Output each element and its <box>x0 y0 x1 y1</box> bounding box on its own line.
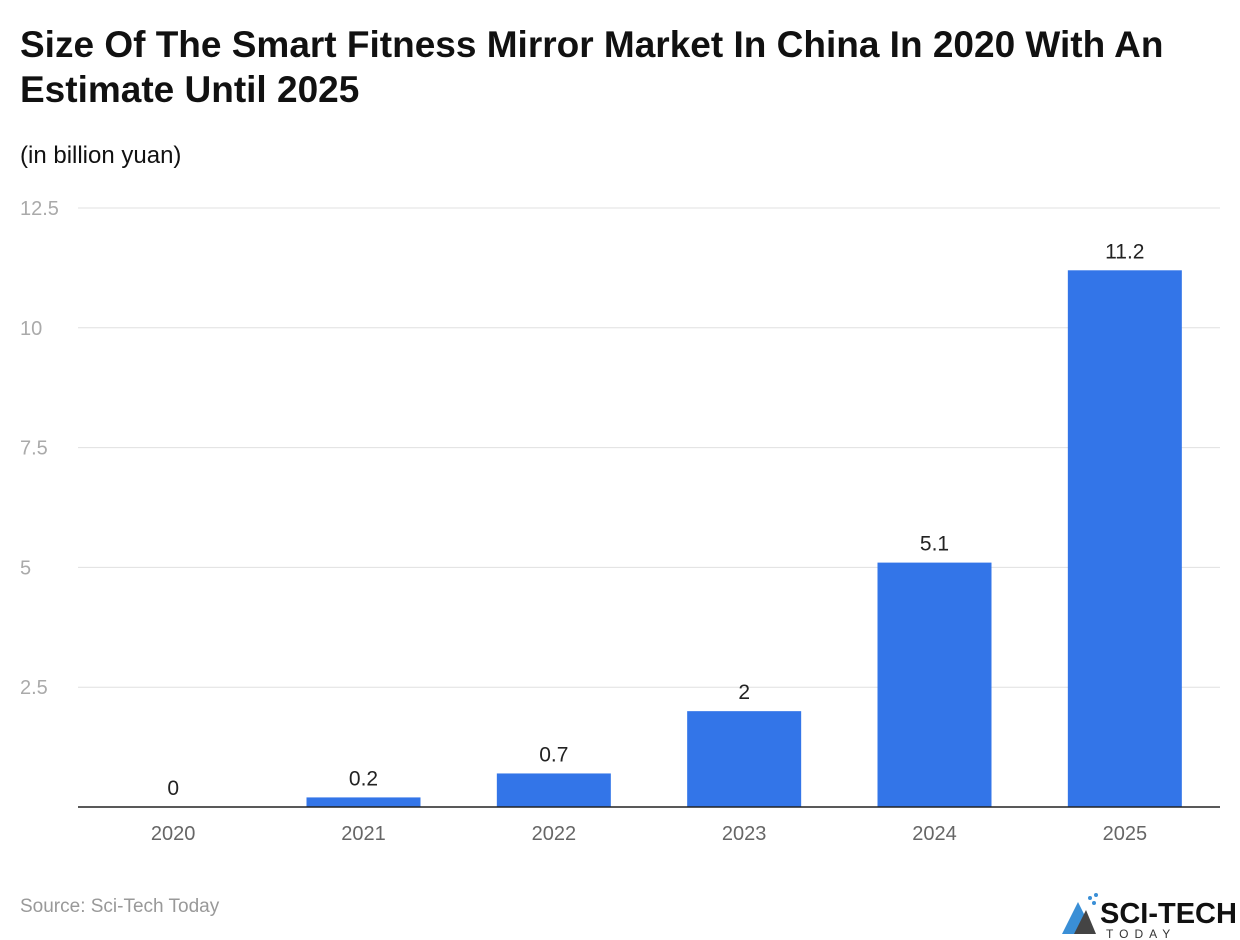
x-tick-label: 2021 <box>341 823 386 845</box>
data-label: 11.2 <box>1105 240 1144 263</box>
source-note: Source: Sci-Tech Today <box>20 896 220 917</box>
x-tick-label: 2023 <box>722 823 767 845</box>
y-tick-label: 5 <box>20 557 31 579</box>
y-tick-label: 7.5 <box>20 438 48 460</box>
bar <box>877 562 992 807</box>
data-label: 5.1 <box>920 533 949 556</box>
data-label: 0.2 <box>349 767 378 790</box>
x-tick-label: 2024 <box>912 823 957 845</box>
bar <box>496 773 611 807</box>
bar-chart: 2.5 5 7.5 10 12.5 0 2020 0.2 2021 0.7 2022 2 2023 5.1… <box>20 198 1220 845</box>
data-label: 0 <box>167 777 179 800</box>
svg-text:TODAY: TODAY <box>1106 927 1176 940</box>
x-tick-label: 2020 <box>151 823 196 845</box>
svg-text:SCI-TECH: SCI-TECH <box>1100 898 1237 930</box>
y-tick-label: 10 <box>20 318 42 340</box>
x-tick-label: 2025 <box>1103 823 1148 845</box>
x-tick-label: 2022 <box>532 823 577 845</box>
y-tick-label: 12.5 <box>20 198 59 220</box>
data-label: 0.7 <box>539 743 568 766</box>
sci-tech-today-logo: SCI-TECH TODAY <box>1062 893 1237 940</box>
chart-subtitle: (in billion yuan) <box>20 142 182 169</box>
data-label: 2 <box>738 681 750 704</box>
bar <box>687 711 802 807</box>
chart-title: Size Of The Smart Fitness Mirror Market … <box>20 24 1164 110</box>
bar <box>1067 270 1182 807</box>
y-tick-label: 2.5 <box>20 677 48 699</box>
bar <box>306 797 421 807</box>
